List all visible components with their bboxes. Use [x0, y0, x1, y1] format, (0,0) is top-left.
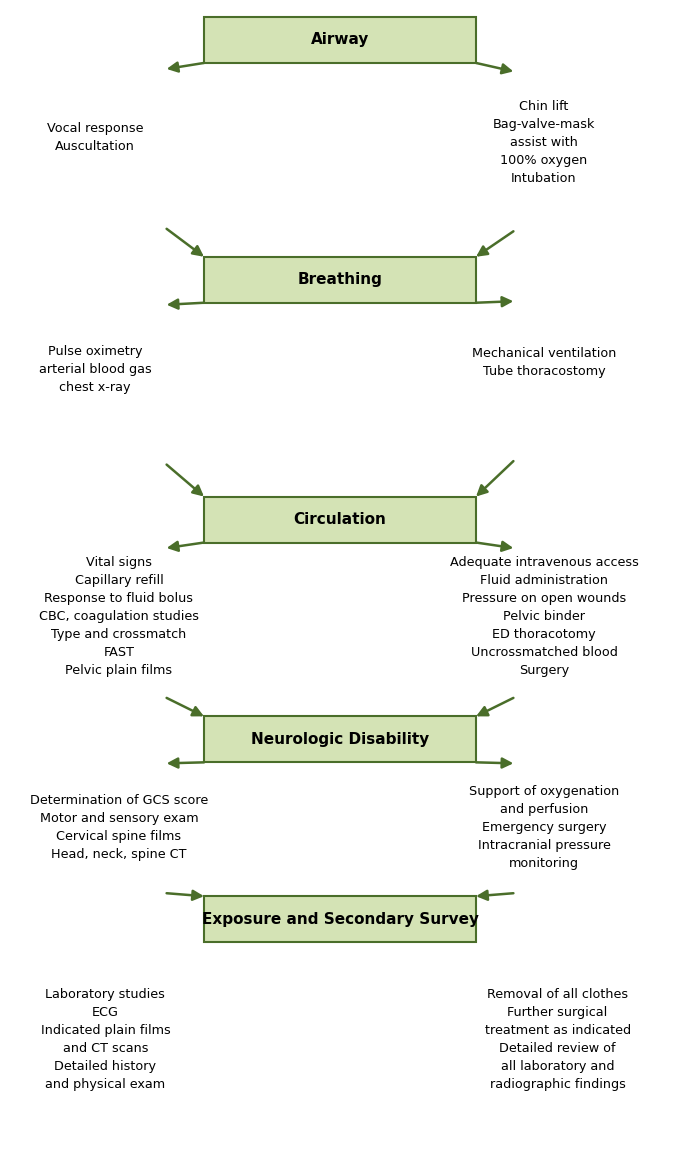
FancyBboxPatch shape [204, 716, 476, 762]
Text: Breathing: Breathing [298, 272, 382, 287]
Text: Chin lift
Bag-valve-mask
assist with
100% oxygen
Intubation: Chin lift Bag-valve-mask assist with 100… [493, 100, 595, 185]
FancyBboxPatch shape [204, 17, 476, 63]
Text: Exposure and Secondary Survey: Exposure and Secondary Survey [201, 911, 479, 927]
Text: Pulse oximetry
arterial blood gas
chest x-ray: Pulse oximetry arterial blood gas chest … [39, 345, 152, 394]
FancyBboxPatch shape [204, 896, 476, 942]
FancyBboxPatch shape [204, 496, 476, 542]
Text: Airway: Airway [311, 32, 369, 47]
Text: Laboratory studies
ECG
Indicated plain films
and CT scans
Detailed history
and p: Laboratory studies ECG Indicated plain f… [41, 988, 170, 1090]
Text: Circulation: Circulation [294, 512, 386, 527]
Text: Adequate intravenous access
Fluid administration
Pressure on open wounds
Pelvic : Adequate intravenous access Fluid admini… [449, 556, 639, 677]
Text: Vital signs
Capillary refill
Response to fluid bolus
CBC, coagulation studies
Ty: Vital signs Capillary refill Response to… [39, 556, 199, 677]
Text: Mechanical ventilation
Tube thoracostomy: Mechanical ventilation Tube thoracostomy [472, 347, 616, 378]
Text: Determination of GCS score
Motor and sensory exam
Cervical spine films
Head, nec: Determination of GCS score Motor and sen… [30, 794, 208, 861]
Text: Vocal response
Auscultation: Vocal response Auscultation [47, 123, 143, 153]
FancyBboxPatch shape [204, 256, 476, 302]
Text: Support of oxygenation
and perfusion
Emergency surgery
Intracranial pressure
mon: Support of oxygenation and perfusion Eme… [469, 785, 619, 870]
Text: Neurologic Disability: Neurologic Disability [251, 732, 429, 747]
Text: Removal of all clothes
Further surgical
treatment as indicated
Detailed review o: Removal of all clothes Further surgical … [485, 988, 630, 1090]
